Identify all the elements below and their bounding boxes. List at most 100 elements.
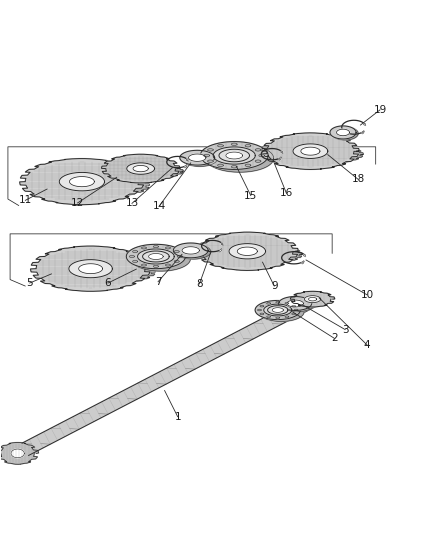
Polygon shape: [166, 247, 170, 249]
Polygon shape: [285, 316, 289, 318]
Polygon shape: [292, 313, 296, 314]
Polygon shape: [196, 232, 298, 270]
Circle shape: [221, 243, 223, 245]
Text: 16: 16: [280, 188, 293, 198]
Polygon shape: [219, 149, 250, 162]
Polygon shape: [0, 442, 39, 464]
Text: 15: 15: [244, 191, 258, 200]
Text: 19: 19: [374, 105, 387, 115]
Polygon shape: [287, 300, 304, 307]
Polygon shape: [293, 144, 328, 158]
Circle shape: [302, 262, 304, 263]
Polygon shape: [22, 293, 318, 455]
Polygon shape: [218, 164, 223, 166]
Polygon shape: [336, 129, 350, 136]
Text: 12: 12: [71, 198, 84, 208]
Polygon shape: [308, 297, 317, 301]
Polygon shape: [153, 246, 159, 248]
Polygon shape: [260, 305, 264, 307]
Polygon shape: [205, 244, 302, 265]
Text: 5: 5: [26, 278, 33, 288]
Polygon shape: [226, 152, 243, 159]
Polygon shape: [208, 149, 213, 151]
Polygon shape: [141, 264, 146, 266]
Polygon shape: [330, 126, 356, 139]
Polygon shape: [200, 142, 268, 169]
Circle shape: [186, 159, 188, 160]
Polygon shape: [237, 247, 258, 255]
Polygon shape: [276, 317, 280, 319]
Text: 9: 9: [271, 281, 278, 291]
Polygon shape: [213, 147, 255, 164]
Text: 6: 6: [105, 278, 111, 288]
Polygon shape: [229, 244, 265, 259]
Circle shape: [281, 151, 283, 153]
Circle shape: [279, 158, 281, 159]
Polygon shape: [267, 303, 271, 304]
Polygon shape: [245, 144, 251, 147]
Polygon shape: [133, 251, 138, 253]
Polygon shape: [281, 298, 314, 312]
Polygon shape: [30, 173, 149, 198]
Polygon shape: [332, 127, 358, 140]
Polygon shape: [264, 304, 292, 316]
Polygon shape: [174, 251, 179, 253]
Polygon shape: [138, 249, 174, 264]
Polygon shape: [176, 244, 211, 259]
Polygon shape: [182, 247, 199, 254]
Polygon shape: [79, 264, 102, 273]
Polygon shape: [204, 155, 210, 157]
Polygon shape: [109, 163, 184, 179]
Polygon shape: [259, 155, 265, 157]
Text: 4: 4: [364, 340, 370, 350]
Text: 2: 2: [331, 333, 338, 343]
Polygon shape: [127, 163, 155, 174]
Polygon shape: [173, 243, 208, 258]
Polygon shape: [148, 254, 163, 260]
Circle shape: [364, 123, 365, 125]
Text: 11: 11: [19, 196, 32, 205]
Polygon shape: [267, 316, 271, 318]
Polygon shape: [20, 158, 144, 205]
Polygon shape: [272, 308, 283, 312]
Text: 14: 14: [152, 201, 166, 212]
Polygon shape: [231, 143, 237, 146]
Polygon shape: [59, 172, 105, 191]
Polygon shape: [279, 296, 312, 310]
Polygon shape: [255, 160, 261, 163]
Polygon shape: [292, 305, 296, 307]
Text: 7: 7: [155, 277, 161, 287]
Polygon shape: [261, 133, 359, 169]
Text: 1: 1: [174, 411, 181, 422]
Text: 8: 8: [196, 279, 203, 289]
Polygon shape: [255, 301, 300, 320]
Polygon shape: [268, 306, 288, 314]
Polygon shape: [69, 260, 113, 278]
Polygon shape: [133, 165, 148, 172]
Polygon shape: [208, 160, 213, 163]
Polygon shape: [276, 302, 280, 303]
Polygon shape: [40, 260, 155, 285]
Polygon shape: [102, 154, 180, 183]
Polygon shape: [133, 261, 138, 262]
Polygon shape: [11, 449, 24, 458]
Polygon shape: [290, 292, 335, 307]
Polygon shape: [315, 292, 318, 306]
Polygon shape: [258, 309, 261, 311]
Polygon shape: [31, 246, 151, 292]
Polygon shape: [126, 244, 185, 269]
Polygon shape: [285, 303, 289, 304]
Polygon shape: [259, 302, 304, 321]
Text: 13: 13: [125, 198, 138, 208]
Circle shape: [304, 254, 305, 256]
Polygon shape: [70, 176, 94, 187]
Polygon shape: [304, 296, 321, 303]
Polygon shape: [131, 247, 191, 271]
Polygon shape: [294, 309, 298, 311]
Polygon shape: [188, 154, 206, 161]
Polygon shape: [153, 265, 159, 268]
Polygon shape: [141, 247, 146, 249]
Polygon shape: [129, 255, 134, 257]
Polygon shape: [174, 261, 179, 262]
Polygon shape: [177, 255, 182, 257]
